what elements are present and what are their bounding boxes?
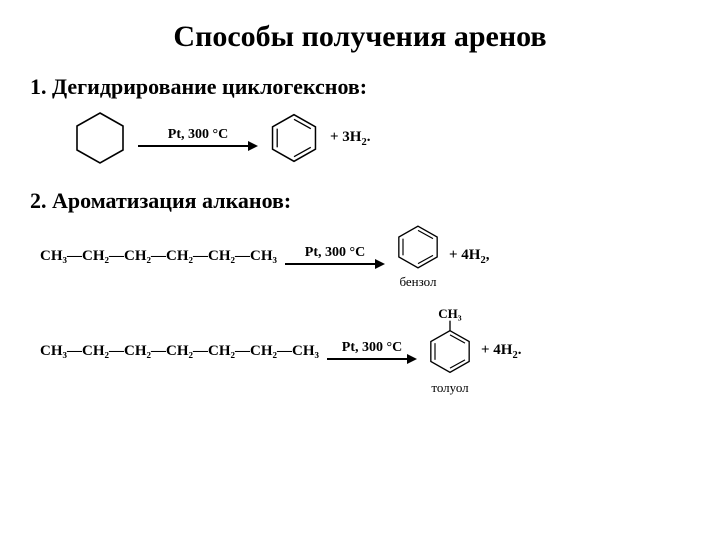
r3-tail-dot: . — [518, 342, 522, 358]
section1-heading: 1. Дегидрирование циклогекснов: — [30, 74, 690, 100]
cyclohexane-icon — [70, 108, 130, 168]
toluene-product: CH₃ толуол — [425, 306, 475, 396]
reaction2-tail: + 4H2, — [449, 247, 489, 266]
benzene-icon — [266, 110, 322, 166]
section2-num: 2. — [30, 188, 47, 213]
benzene-product: бензол — [393, 222, 443, 290]
reaction1-arrow-label: Pt, 300 °C — [168, 127, 228, 143]
reaction2-arrow: Pt, 300 °C — [285, 243, 385, 269]
r3-tail-text: + 4H — [481, 342, 512, 358]
r1-tail-text: + 3H — [330, 129, 361, 145]
toluene-label: толуол — [431, 380, 468, 396]
section1-num: 1. — [30, 74, 47, 99]
reaction1-row: Pt, 300 °C + 3H2. — [70, 108, 690, 168]
reaction1-arrow: Pt, 300 °C — [138, 125, 258, 151]
hexane-chain: CH₃—CH₂—CH₂—CH₂—CH₂—CH₃ — [40, 248, 277, 265]
section1-text: Дегидрирование циклогекснов: — [52, 74, 367, 99]
reaction3-arrow: Pt, 300 °C — [327, 338, 417, 364]
reaction2-arrow-label: Pt, 300 °C — [305, 245, 365, 261]
r2-tail-text: + 4H — [449, 247, 480, 263]
reaction3-row: CH₃—CH₂—CH₂—CH₂—CH₂—CH₂—CH₃ Pt, 300 °C C… — [40, 306, 690, 396]
heptane-chain: CH₃—CH₂—CH₂—CH₂—CH₂—CH₂—CH₃ — [40, 343, 319, 360]
section2-heading: 2. Ароматизация алканов: — [30, 188, 690, 214]
r1-tail-dot: . — [367, 129, 371, 145]
benzene-icon-2 — [393, 222, 443, 272]
reaction2-row: CH₃—CH₂—CH₂—CH₂—CH₂—CH₃ Pt, 300 °C бензо… — [40, 222, 690, 290]
toluene-icon — [425, 320, 475, 378]
section2-text: Ароматизация алканов: — [52, 188, 291, 213]
page-title: Способы получения аренов — [30, 20, 690, 54]
r2-tail-comma: , — [486, 247, 490, 263]
reaction3-arrow-label: Pt, 300 °C — [342, 340, 402, 356]
reaction3-tail: + 4H2. — [481, 342, 521, 361]
benzene-label: бензол — [399, 274, 436, 290]
reaction1-tail: + 3H2. — [330, 129, 370, 148]
